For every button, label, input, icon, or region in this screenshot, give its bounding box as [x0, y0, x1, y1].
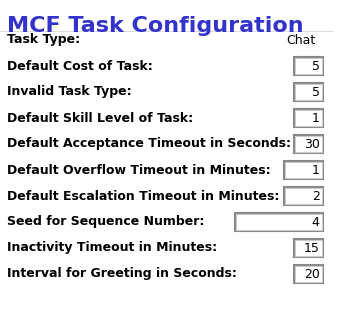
FancyBboxPatch shape [295, 110, 323, 126]
FancyBboxPatch shape [294, 265, 323, 283]
FancyBboxPatch shape [294, 83, 323, 101]
Text: MCF Task Configuration: MCF Task Configuration [8, 16, 304, 36]
FancyBboxPatch shape [284, 161, 323, 179]
Text: Default Acceptance Timeout in Seconds:: Default Acceptance Timeout in Seconds: [8, 138, 291, 151]
FancyBboxPatch shape [294, 57, 323, 75]
Text: Default Escalation Timeout in Minutes:: Default Escalation Timeout in Minutes: [8, 189, 280, 202]
FancyBboxPatch shape [295, 266, 323, 282]
Text: 5: 5 [311, 60, 320, 72]
FancyBboxPatch shape [295, 136, 323, 152]
Text: 1: 1 [312, 164, 320, 176]
FancyBboxPatch shape [295, 240, 323, 256]
Text: Default Overflow Timeout in Minutes:: Default Overflow Timeout in Minutes: [8, 164, 271, 176]
FancyBboxPatch shape [294, 109, 323, 127]
Text: Chat: Chat [287, 34, 316, 47]
Text: 4: 4 [312, 215, 320, 229]
FancyBboxPatch shape [285, 162, 323, 178]
Text: 5: 5 [311, 85, 320, 98]
Text: 15: 15 [304, 242, 320, 255]
FancyBboxPatch shape [294, 135, 323, 153]
Text: Interval for Greeting in Seconds:: Interval for Greeting in Seconds: [8, 268, 237, 280]
FancyBboxPatch shape [295, 58, 323, 74]
Text: Inactivity Timeout in Minutes:: Inactivity Timeout in Minutes: [8, 242, 218, 255]
Text: Default Cost of Task:: Default Cost of Task: [8, 60, 153, 72]
FancyBboxPatch shape [235, 213, 323, 231]
Text: 2: 2 [312, 189, 320, 202]
FancyBboxPatch shape [284, 187, 323, 205]
Text: 30: 30 [304, 138, 320, 151]
FancyBboxPatch shape [236, 214, 323, 230]
Text: Invalid Task Type:: Invalid Task Type: [8, 85, 132, 98]
Text: Task Type:: Task Type: [8, 34, 81, 47]
Text: Seed for Sequence Number:: Seed for Sequence Number: [8, 215, 205, 229]
Text: Default Skill Level of Task:: Default Skill Level of Task: [8, 111, 194, 125]
Text: 1: 1 [312, 111, 320, 125]
FancyBboxPatch shape [285, 188, 323, 204]
FancyBboxPatch shape [295, 84, 323, 100]
FancyBboxPatch shape [294, 239, 323, 257]
Text: 20: 20 [304, 268, 320, 280]
